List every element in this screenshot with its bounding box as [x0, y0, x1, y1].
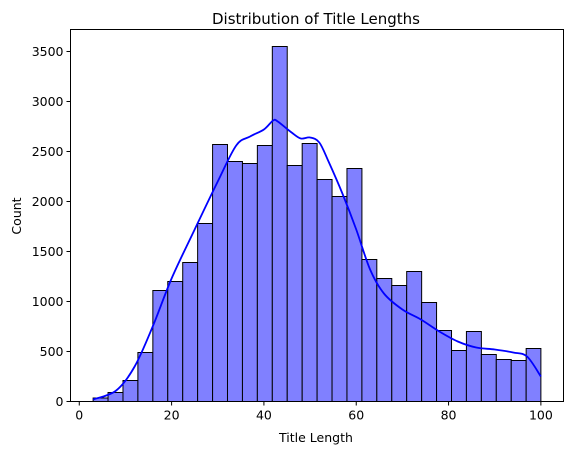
y-tick-label: 3500	[32, 44, 64, 59]
x-tick-label: 80	[441, 408, 457, 423]
histogram-bar	[421, 302, 438, 402]
histogram-bar	[301, 143, 318, 402]
y-tick-label: 2000	[32, 194, 64, 209]
y-axis: 0 500 1000 1500 2000 2500 3000 3500	[32, 44, 71, 409]
histogram-bar	[331, 196, 348, 402]
y-tick-label: 3000	[32, 94, 64, 109]
histogram-bar	[137, 352, 154, 402]
x-tick-label: 40	[256, 408, 272, 423]
histogram-bar	[212, 144, 228, 402]
histogram-bar	[451, 350, 467, 402]
histogram-bar	[122, 380, 139, 402]
y-tick-label: 0	[56, 394, 64, 409]
histogram-bar	[286, 165, 303, 402]
x-tick-label: 0	[75, 408, 83, 423]
y-axis-label: Count	[9, 197, 24, 234]
y-tick-label: 500	[40, 344, 64, 359]
histogram-bar	[480, 354, 497, 402]
histogram-bar	[510, 360, 527, 402]
histogram-bar	[465, 331, 482, 402]
histogram-bar	[376, 278, 393, 402]
y-tick-label: 1500	[32, 244, 64, 259]
x-axis: 0 20 40 60 80 100	[75, 401, 553, 423]
x-axis-label: Title Length	[278, 430, 353, 445]
histogram-bar	[167, 281, 184, 402]
kde-curve	[92, 118, 542, 401]
chart-title: Distribution of Title Lengths	[212, 10, 420, 28]
histogram-bar	[197, 223, 214, 402]
histogram-bar	[406, 271, 423, 402]
histogram-bar	[346, 168, 363, 402]
histogram-bar	[316, 179, 333, 402]
histogram-bars	[92, 46, 542, 402]
histogram-bar	[271, 46, 288, 402]
x-tick-label: 20	[164, 408, 180, 423]
x-tick-label: 60	[348, 408, 364, 423]
histogram-bar	[226, 161, 243, 402]
y-tick-label: 1000	[32, 294, 64, 309]
y-tick-label: 2500	[32, 144, 64, 159]
x-tick-label: 100	[529, 408, 553, 423]
histogram-bar	[525, 348, 542, 402]
histogram-bar	[256, 145, 273, 402]
histogram-bar	[182, 262, 199, 402]
histogram-bar	[495, 359, 512, 402]
plot-frame	[70, 29, 564, 402]
histogram-bar	[436, 330, 453, 402]
histogram-bar	[241, 163, 258, 402]
